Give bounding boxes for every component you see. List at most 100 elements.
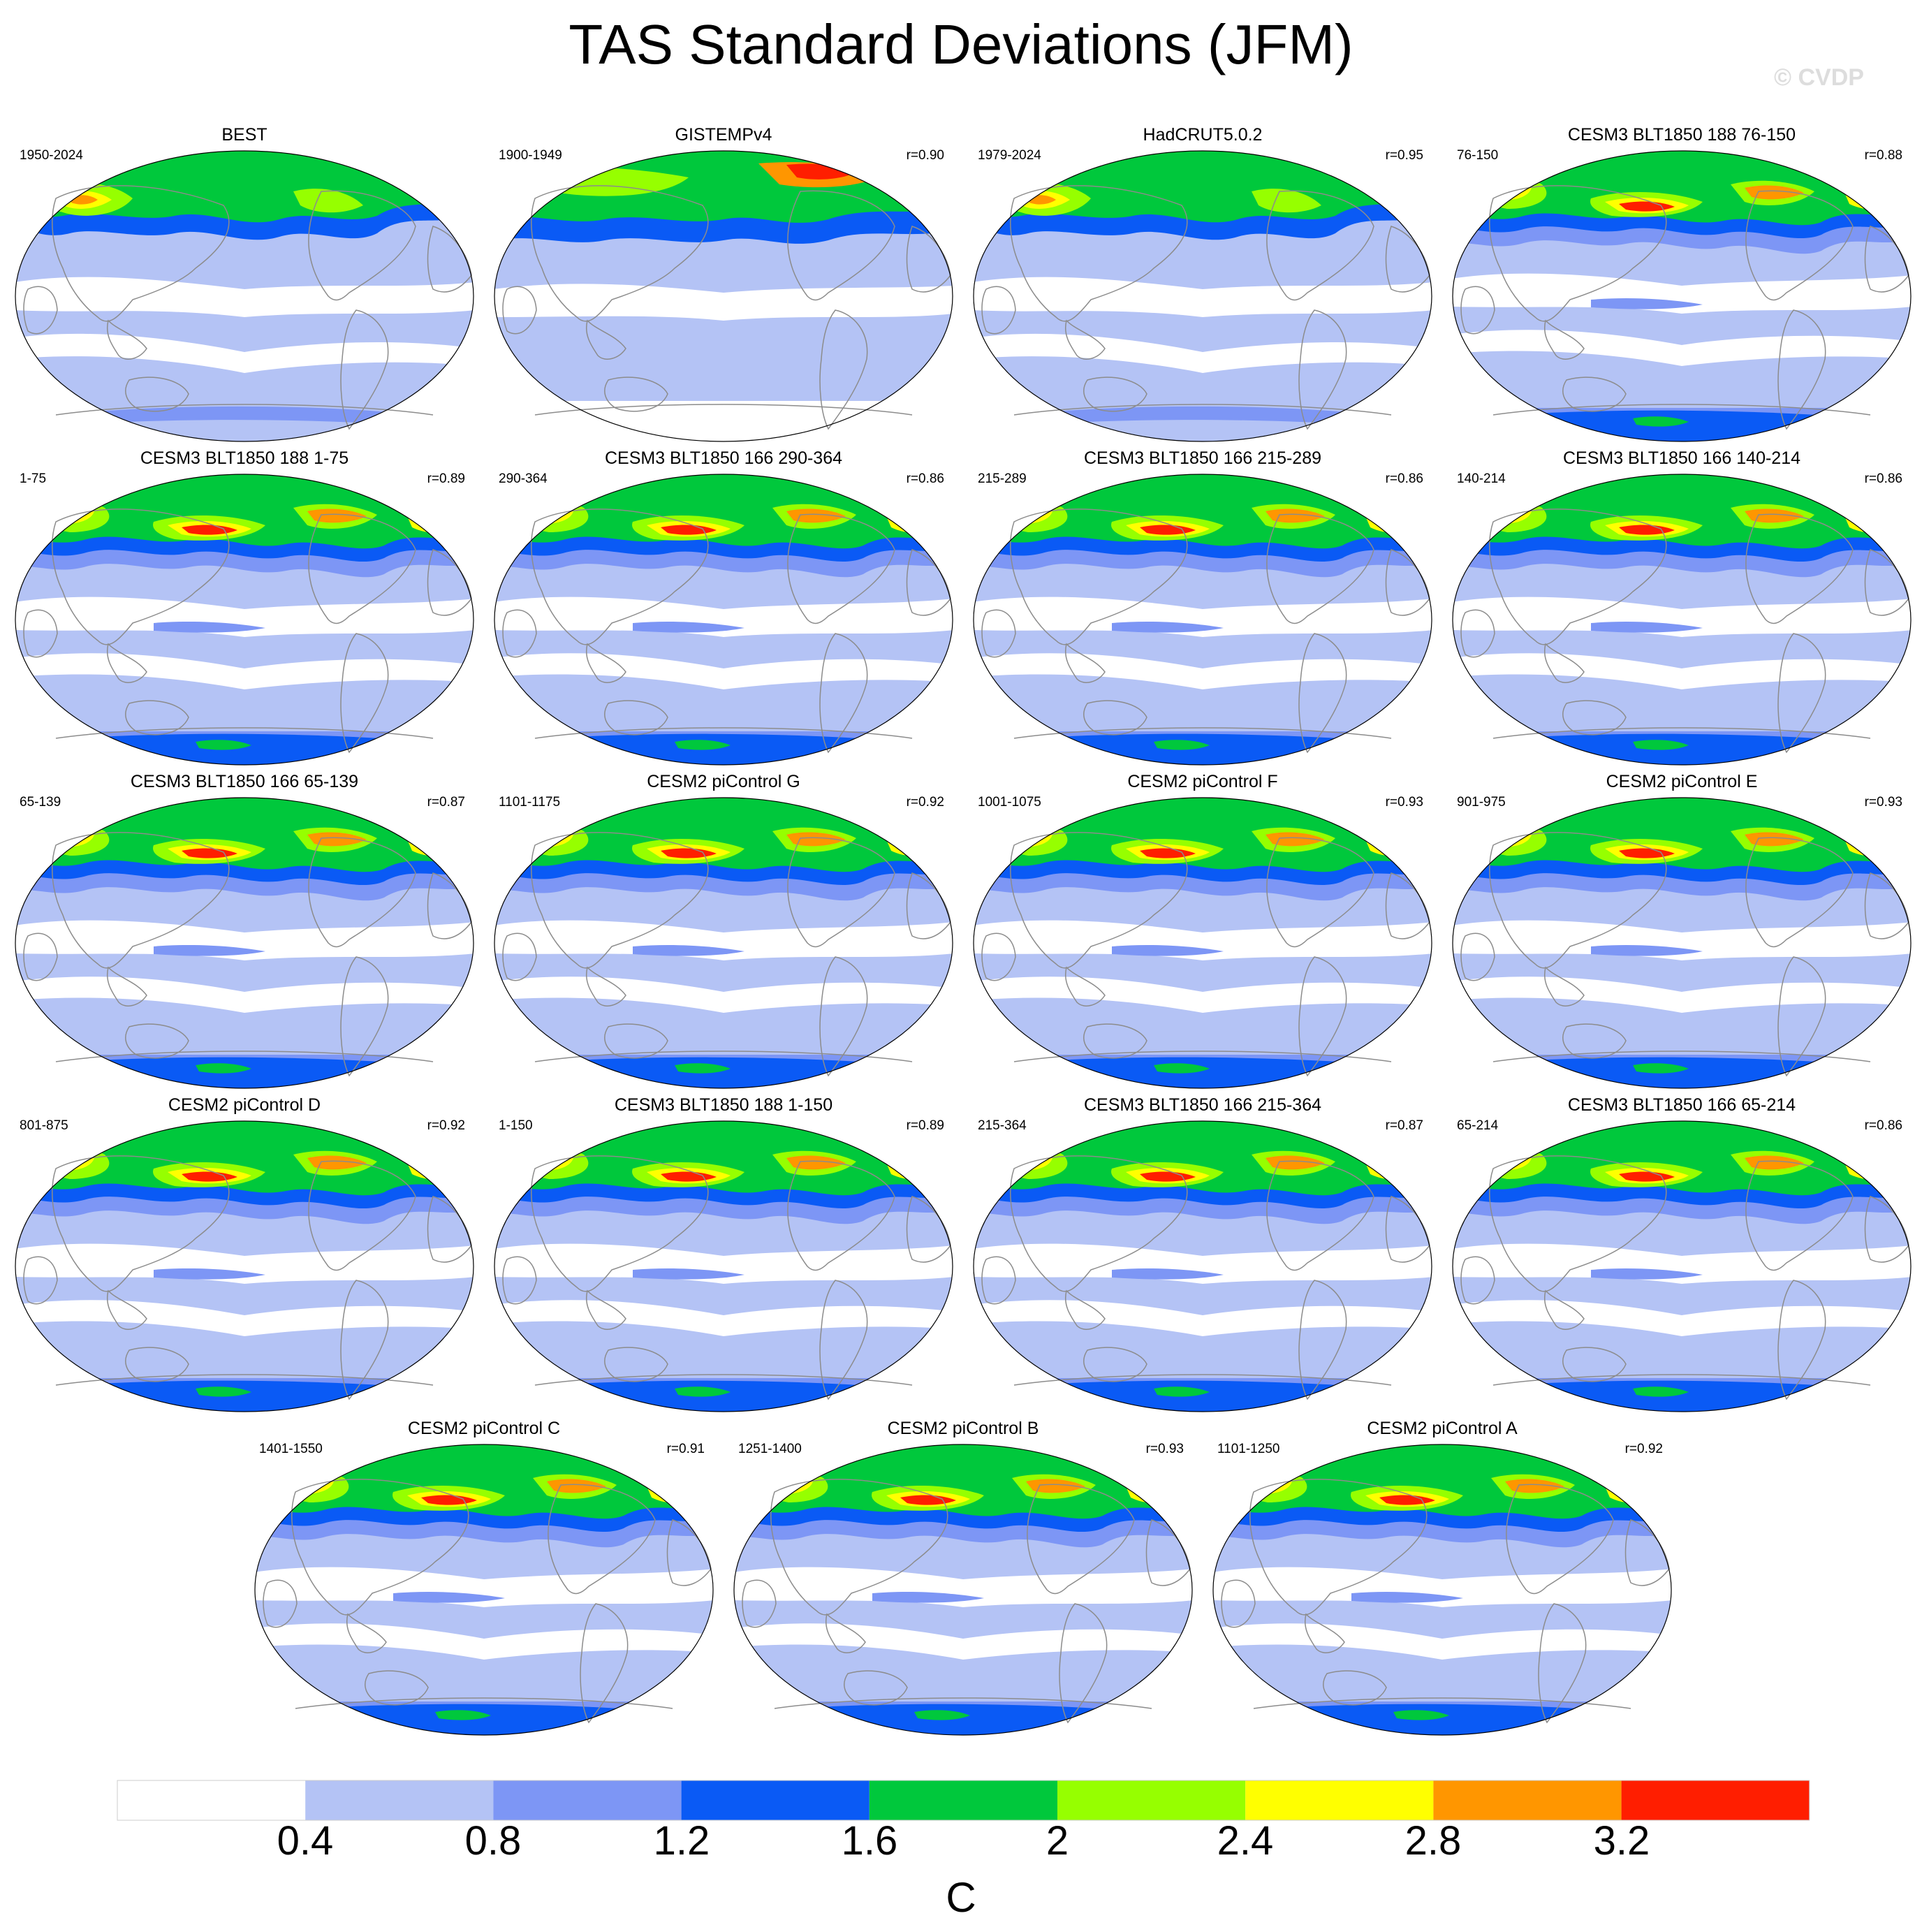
panel-period: 1900-1949 [499,148,562,163]
panel-period: 140-214 [1457,471,1506,486]
panel-title: CESM2 piControl A [1367,1419,1518,1438]
world-map [733,1443,1194,1736]
panel-correlation: r=0.86 [1864,1118,1902,1133]
panel-title: CESM3 BLT1850 166 65-214 [1567,1095,1796,1115]
panel-title: CESM3 BLT1850 166 215-289 [1083,448,1322,468]
colorbar-swatch [1621,1780,1810,1820]
panel-title: CESM3 BLT1850 166 215-364 [1083,1095,1322,1115]
map-panel: CESM2 piControl D 801-875 r=0.92 [10,1095,479,1421]
panel-title: CESM3 BLT1850 188 1-150 [614,1095,833,1115]
colorbar-tick-label: 2.4 [1217,1818,1274,1864]
panel-period: 1401-1550 [259,1442,323,1456]
map-panel: CESM3 BLT1850 166 65-139 65-139 r=0.87 [10,771,479,1098]
world-map [14,796,475,1090]
colorbar-swatch [681,1780,870,1820]
panel-correlation: r=0.93 [1385,795,1423,810]
map-panel: CESM3 BLT1850 188 1-75 1-75 r=0.89 [10,448,479,775]
world-map [14,149,475,443]
colorbar-units: C [946,1874,976,1921]
panel-title: CESM3 BLT1850 166 65-139 [130,772,359,791]
panel-period: 1979-2024 [978,148,1041,163]
map-panel: CESM3 BLT1850 188 76-150 76-150 r=0.88 [1447,124,1916,451]
world-map [1212,1443,1673,1736]
panel-period: 1-150 [499,1118,533,1133]
panel-correlation: r=0.92 [427,1118,465,1133]
panel-period: 65-139 [20,795,61,810]
panel-period: 901-975 [1457,795,1506,810]
map-panel: CESM3 BLT1850 166 65-214 65-214 r=0.86 [1447,1095,1916,1421]
panel-correlation: r=0.93 [1864,795,1902,810]
colorbar-tick-label: 0.8 [464,1818,522,1864]
panel-correlation: r=0.91 [666,1442,705,1456]
panel-title: CESM3 BLT1850 166 140-214 [1562,448,1801,468]
map-panel: BEST 1950-2024 [10,124,479,451]
colorbar-swatch [869,1780,1057,1820]
panel-correlation: r=0.86 [906,471,944,486]
world-map [972,796,1433,1090]
colorbar-tick-label: 2 [1046,1818,1069,1864]
panel-period: 801-875 [20,1118,68,1133]
panel-correlation: r=0.88 [1864,148,1902,163]
panel-correlation: r=0.95 [1385,148,1423,163]
colorbar-tick-label: 1.6 [841,1818,898,1864]
panel-title: CESM2 piControl B [887,1419,1039,1438]
cvdp-watermark: © CVDP [1774,64,1864,91]
colorbar-swatch [1433,1780,1622,1820]
panel-correlation: r=0.89 [906,1118,944,1133]
figure-title: TAS Standard Deviations (JFM) [568,13,1354,75]
colorbar-swatch [117,1780,306,1820]
world-map [14,473,475,766]
world-map [1451,1120,1912,1413]
panel-period: 1001-1075 [978,795,1041,810]
panel-title: CESM2 piControl E [1606,772,1758,791]
map-panel: CESM2 piControl G 1101-1175 r=0.92 [489,771,958,1098]
map-panel: GISTEMPv4 1900-1949 r=0.90 [489,124,958,451]
world-map [972,1120,1433,1413]
panel-title: CESM2 piControl C [407,1419,561,1438]
colorbar-tick-label: 1.2 [653,1818,710,1864]
panel-title: CESM2 piControl D [168,1095,321,1115]
panel-correlation: r=0.86 [1864,471,1902,486]
world-map [254,1443,714,1736]
panel-title: CESM3 BLT1850 188 1-75 [140,448,349,468]
map-panel: CESM2 piControl A 1101-1250 r=0.92 [1208,1418,1677,1745]
panel-title: BEST [221,125,267,145]
map-panel: CESM3 BLT1850 166 290-364 290-364 r=0.86 [489,448,958,775]
colorbar-swatch [1057,1780,1246,1820]
panel-period: 215-364 [978,1118,1027,1133]
world-map [493,796,954,1090]
colorbar-swatch [493,1780,682,1820]
panel-title: CESM2 piControl F [1127,772,1278,791]
panel-period: 1-75 [20,471,47,486]
panel-title: HadCRUT5.0.2 [1143,125,1263,145]
panel-period: 1101-1175 [499,795,561,810]
world-map [1451,796,1912,1090]
map-panel: CESM2 piControl C 1401-1550 r=0.91 [249,1418,719,1745]
panel-title: CESM3 BLT1850 166 290-364 [604,448,843,468]
colorbar-swatch [305,1780,494,1820]
panel-period: 1251-1400 [738,1442,802,1456]
panel-correlation: r=0.92 [906,795,944,810]
colorbar-border [117,1780,1810,1821]
map-panel: HadCRUT5.0.2 1979-2024 r=0.95 [968,124,1437,451]
panel-title: CESM3 BLT1850 188 76-150 [1567,125,1796,145]
panel-period: 1101-1250 [1217,1442,1280,1456]
world-map [493,473,954,766]
map-panel: CESM2 piControl B 1251-1400 r=0.93 [728,1418,1198,1745]
panel-correlation: r=0.93 [1145,1442,1184,1456]
world-map [493,149,954,443]
panel-correlation: r=0.89 [427,471,465,486]
panel-correlation: r=0.86 [1385,471,1423,486]
map-panel: CESM3 BLT1850 166 215-364 215-364 r=0.87 [968,1095,1437,1421]
panel-period: 290-364 [499,471,548,486]
map-panel: CESM3 BLT1850 166 215-289 215-289 r=0.86 [968,448,1437,775]
panel-period: 1950-2024 [20,148,83,163]
panel-period: 215-289 [978,471,1027,486]
panel-correlation: r=0.90 [906,148,944,163]
colorbar-tick-label: 3.2 [1593,1818,1650,1864]
map-panel: CESM3 BLT1850 166 140-214 140-214 r=0.86 [1447,448,1916,775]
world-map [972,473,1433,766]
map-panel: CESM2 piControl F 1001-1075 r=0.93 [968,771,1437,1098]
world-map [14,1120,475,1413]
world-map [972,149,1433,443]
